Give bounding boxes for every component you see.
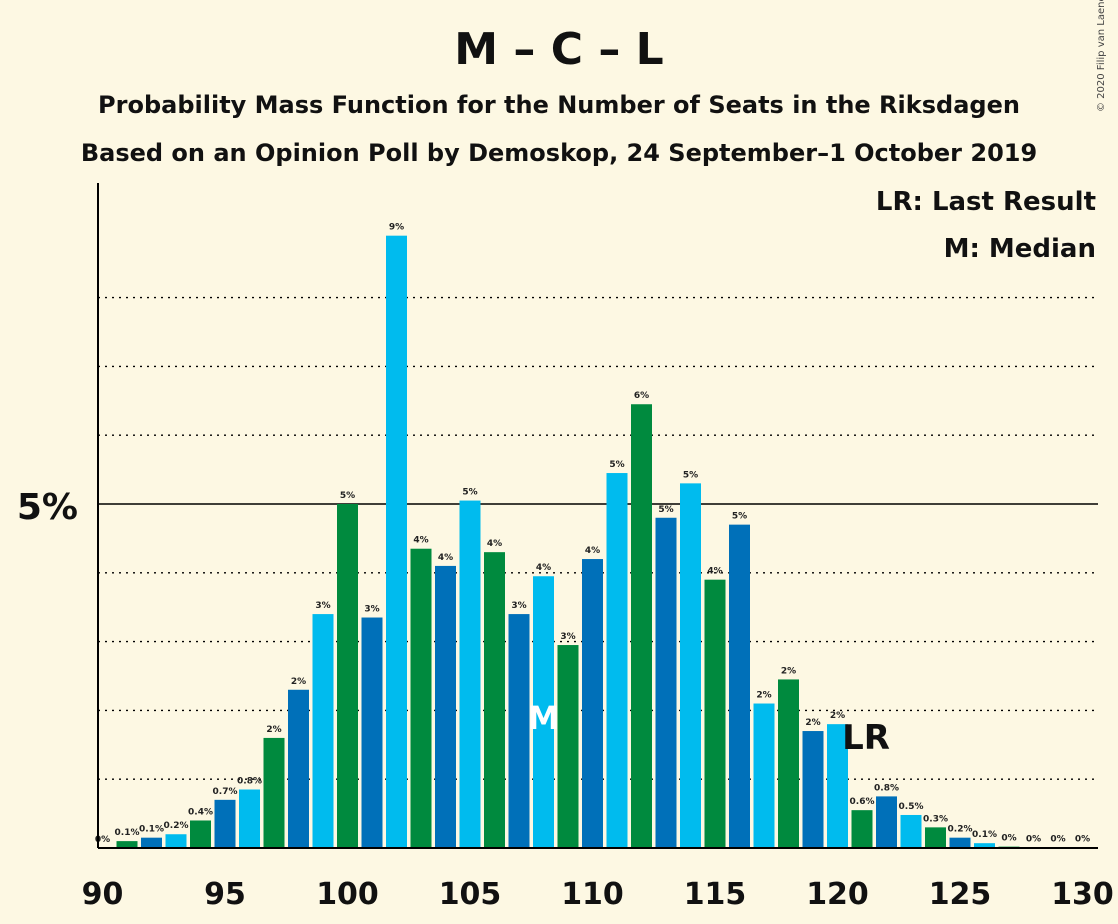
bar-seat-126	[974, 843, 995, 848]
bar-seat-119	[802, 731, 824, 848]
data-label-seat-101: 3%	[364, 605, 379, 615]
data-label-seat-111: 5%	[609, 460, 624, 470]
x-tick-label: 90	[82, 877, 124, 912]
data-label-seat-127: 0%	[1001, 834, 1016, 844]
chart-source: Based on an Opinion Poll by Demoskop, 24…	[80, 139, 1038, 167]
data-label-seat-102: 9%	[389, 223, 404, 233]
x-tick-label: 120	[806, 877, 869, 912]
bar-seat-102	[386, 235, 407, 848]
data-label-seat-126: 0.1%	[972, 830, 997, 840]
data-label-seat-104: 4%	[438, 553, 453, 563]
last-result-marker: LR	[842, 718, 890, 758]
legend-last-result: LR: Last Result	[876, 187, 1096, 217]
data-label-seat-112: 6%	[634, 391, 649, 401]
bar-seat-91	[116, 841, 138, 848]
data-label-seat-130: 0%	[1075, 835, 1090, 845]
legend-median: M: Median	[944, 234, 1096, 264]
data-label-seat-123: 0.5%	[899, 802, 924, 812]
data-label-seat-113: 5%	[658, 505, 673, 515]
bar-seat-117	[753, 703, 775, 848]
bar-seat-107	[508, 614, 530, 848]
bar-seat-124	[925, 827, 946, 848]
bar-seat-120	[827, 724, 848, 848]
data-label-seat-90: 0%	[95, 835, 110, 845]
x-tick-label: 130	[1051, 877, 1114, 912]
bar-seat-105	[459, 500, 481, 848]
data-label-seat-122: 0.8%	[874, 783, 899, 793]
data-label-seat-128: 0%	[1026, 834, 1041, 844]
bar-seat-106	[484, 552, 505, 848]
data-label-seat-114: 5%	[683, 470, 698, 480]
bar-seat-125	[949, 837, 971, 848]
median-marker: M	[528, 699, 560, 737]
bar-seat-118	[778, 679, 799, 848]
data-label-seat-110: 4%	[585, 546, 600, 556]
data-label-seat-92: 0.1%	[139, 825, 164, 835]
bar-seat-100	[337, 504, 358, 848]
bar-seat-104	[435, 565, 456, 848]
data-label-seat-125: 0.2%	[948, 825, 973, 835]
bar-seat-96	[239, 789, 260, 848]
x-tick-label: 125	[929, 877, 992, 912]
bar-seat-110	[582, 559, 603, 848]
data-label-seat-117: 2%	[756, 691, 771, 701]
data-label-seat-106: 4%	[487, 539, 502, 549]
x-tick-label: 95	[204, 877, 246, 912]
chart-title: M – C – L	[454, 24, 664, 75]
data-label-seat-103: 4%	[413, 536, 428, 546]
x-tick-label: 115	[684, 877, 747, 912]
y-tick-label: 5%	[17, 487, 78, 528]
data-label-seat-105: 5%	[462, 488, 477, 498]
data-label-seat-118: 2%	[781, 666, 796, 676]
bar-seat-93	[165, 834, 187, 848]
bar-seat-92	[141, 837, 162, 848]
bar-seat-111	[606, 473, 628, 848]
bar-seat-116	[729, 524, 750, 848]
bar-seat-95	[214, 799, 236, 848]
bar-seat-115	[704, 579, 726, 848]
data-label-seat-96: 0.8%	[237, 777, 262, 787]
bar-seat-101	[361, 617, 383, 848]
data-label-seat-116: 5%	[732, 512, 747, 522]
bar-seat-94	[190, 820, 211, 848]
data-label-seat-97: 2%	[266, 725, 281, 735]
bar-seat-114	[680, 483, 701, 848]
data-label-seat-124: 0.3%	[923, 814, 948, 824]
bar-seat-121	[851, 810, 873, 848]
data-label-seat-99: 3%	[315, 601, 330, 611]
x-tick-label: 110	[561, 877, 624, 912]
data-label-seat-94: 0.4%	[188, 807, 213, 817]
x-tick-label: 100	[316, 877, 379, 912]
bar-seat-98	[288, 689, 309, 848]
data-label-seat-107: 3%	[511, 601, 526, 611]
bar-seat-113	[655, 517, 677, 848]
data-label-seat-108: 4%	[536, 563, 551, 573]
bar-seat-108	[533, 576, 554, 848]
data-label-seat-115: 4%	[707, 567, 722, 577]
bar-seat-99	[312, 614, 334, 848]
data-label-seat-93: 0.2%	[164, 821, 189, 831]
x-tick-label: 105	[439, 877, 502, 912]
chart-subtitle: Probability Mass Function for the Number…	[98, 91, 1020, 119]
data-label-seat-100: 5%	[340, 491, 355, 501]
data-label-seat-91: 0.1%	[115, 828, 140, 838]
data-label-seat-98: 2%	[291, 677, 306, 687]
bar-seat-123	[900, 814, 922, 848]
bar-seat-109	[557, 645, 579, 848]
data-label-seat-120: 2%	[830, 711, 845, 721]
data-label-seat-129: 0%	[1050, 835, 1065, 845]
data-label-seat-119: 2%	[805, 718, 820, 728]
bar-seat-122	[876, 796, 897, 848]
bar-seat-97	[263, 737, 285, 848]
data-label-seat-95: 0.7%	[213, 787, 238, 797]
bar-seat-103	[410, 548, 432, 848]
data-label-seat-109: 3%	[560, 632, 575, 642]
bar-seat-112	[631, 404, 652, 848]
data-label-seat-121: 0.6%	[850, 797, 875, 807]
